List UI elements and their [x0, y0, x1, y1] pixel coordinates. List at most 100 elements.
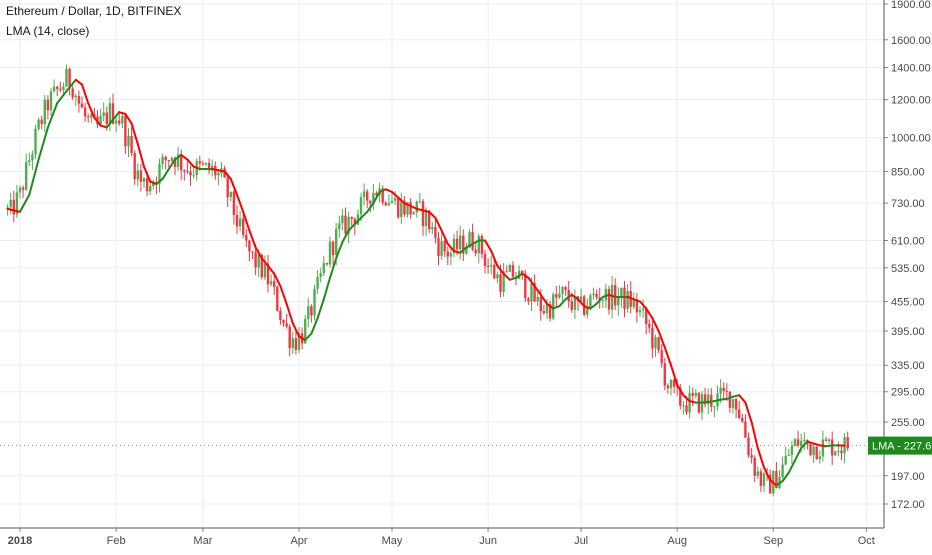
candle-body [552, 294, 554, 318]
candle-body [592, 294, 594, 295]
candle-body [217, 173, 219, 175]
candle-body [335, 229, 337, 255]
candle-body [732, 399, 734, 408]
candle-body [316, 277, 318, 289]
candle-body [115, 121, 117, 124]
price-tick-label: 850.00 [891, 166, 925, 178]
candle-body [819, 456, 821, 459]
lma-segment [138, 144, 144, 167]
candle-body [75, 96, 77, 97]
candle-body [106, 112, 108, 123]
candle-body [719, 388, 721, 394]
lma-segment [324, 278, 330, 299]
price-tick-label: 455.00 [891, 297, 925, 309]
candle-body [413, 212, 415, 214]
candle-body [199, 161, 201, 163]
candle-body [654, 337, 656, 348]
candle-body [750, 455, 752, 458]
candle-body [747, 438, 749, 455]
lma-segment [67, 80, 76, 91]
lma-segment [150, 181, 156, 184]
candle-body [456, 239, 458, 249]
price-tick-label: 172.00 [891, 499, 925, 511]
candle-body [140, 170, 142, 181]
candle-body [471, 232, 473, 249]
candle-body [837, 451, 839, 452]
candle-body [400, 201, 402, 217]
candle-body [409, 202, 411, 214]
candle-body [78, 96, 80, 104]
candle-body [639, 310, 641, 312]
time-tick-label: Jun [479, 535, 497, 547]
candle-body [230, 192, 232, 197]
candle-body [509, 265, 511, 272]
candle-body [416, 201, 418, 212]
candle-body [56, 87, 58, 89]
candle-body [53, 87, 55, 92]
candle-body [192, 175, 194, 176]
candle-body [270, 281, 272, 284]
lma-segment [795, 448, 801, 460]
candle-body [332, 242, 334, 255]
candle-body [31, 154, 33, 160]
candle-body [478, 236, 480, 253]
candle-body [41, 120, 43, 124]
candle-body [146, 178, 148, 191]
candle-body [695, 393, 697, 396]
candle-body [812, 446, 814, 455]
time-tick-label: Apr [290, 535, 307, 547]
candle-body [744, 421, 746, 437]
candle-body [484, 254, 486, 266]
candle-body [713, 406, 715, 407]
candle-body [481, 236, 483, 254]
candle-body [295, 338, 297, 350]
candle-body [19, 188, 21, 193]
price-tick-label: 197.00 [891, 471, 925, 483]
candle-body [741, 418, 743, 421]
candle-body [62, 87, 64, 90]
candle-body [310, 306, 312, 315]
candle-body [707, 395, 709, 405]
candle-body [189, 171, 191, 175]
candle-body [65, 69, 67, 87]
candle-body [475, 250, 477, 254]
candle-body [320, 273, 322, 277]
candle-body [664, 363, 666, 385]
candle-body [633, 300, 635, 307]
candle-body [282, 320, 284, 323]
study-legend[interactable]: LMA (14, close) [6, 24, 89, 38]
candle-body [636, 300, 638, 312]
price-tick-label: 395.00 [891, 326, 925, 338]
lma-segment [57, 91, 66, 103]
candle-body [831, 440, 833, 456]
candle-body [137, 170, 139, 179]
candle-body [791, 446, 793, 455]
candle-body [168, 160, 170, 161]
candle-body [44, 100, 46, 124]
candle-body [555, 294, 557, 297]
lma-segment [48, 103, 57, 127]
time-tick-label: Aug [667, 535, 687, 547]
candle-body [28, 160, 30, 162]
candle-body [127, 136, 129, 146]
lma-line [8, 80, 845, 486]
candle-body [800, 441, 802, 446]
candle-body [388, 203, 390, 205]
price-tick-label: 255.00 [891, 417, 925, 429]
candle-body [103, 112, 105, 116]
candle-body [564, 287, 566, 290]
candle-body [134, 153, 136, 179]
candle-body [657, 337, 659, 350]
lma-segment [745, 403, 751, 422]
candle-body [183, 170, 185, 171]
candle-body [227, 177, 229, 197]
price-tick-label: 335.00 [891, 360, 925, 372]
price-tick-label: 610.00 [891, 235, 925, 247]
candle-body [487, 266, 489, 267]
candle-body [738, 409, 740, 418]
candle-body [369, 201, 371, 204]
candle-body [385, 203, 387, 205]
